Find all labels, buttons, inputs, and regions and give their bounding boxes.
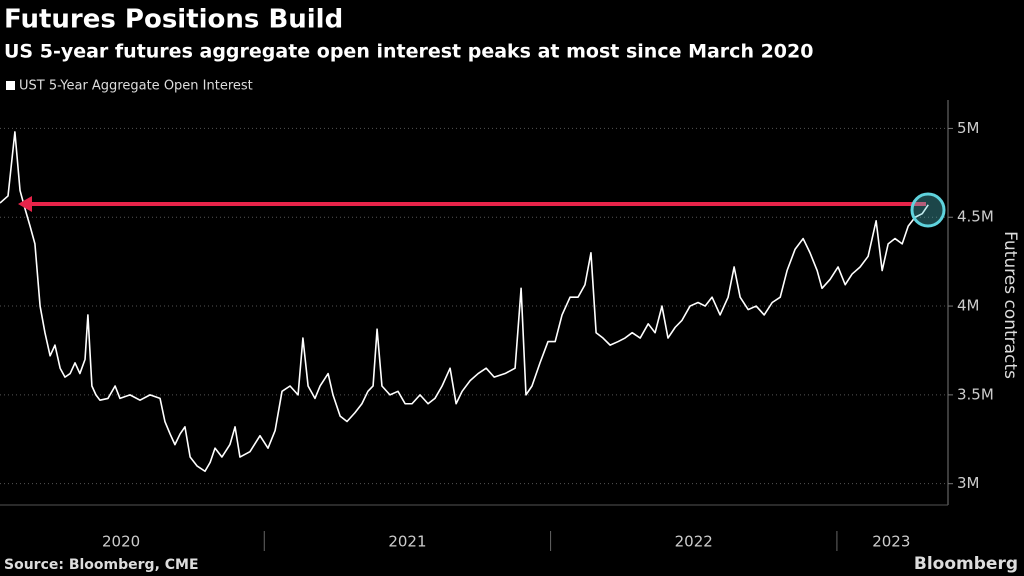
legend-label: UST 5-Year Aggregate Open Interest (19, 79, 253, 94)
annotation-arrowhead (18, 196, 32, 212)
plot-area: 3M 3.5M 4M 4.5M 5M 2020 2021 2022 2023 UST 5-Year… (0, 79, 994, 551)
legend-swatch (6, 81, 15, 90)
x-tick-label: 2021 (388, 533, 426, 551)
y-tick-label: 5M (957, 119, 980, 137)
x-tick-label: 2022 (675, 533, 713, 551)
x-tick-label: 2020 (102, 533, 140, 551)
y-tick-label: 3M (957, 474, 980, 492)
brand-logo: Bloomberg (914, 554, 1018, 574)
source: Source: Bloomberg, CME (4, 557, 199, 573)
chart-title: Futures Positions Build (4, 5, 343, 35)
annotation-circle (910, 192, 946, 228)
y-tick-label: 3.5M (957, 385, 994, 403)
chart-subtitle: US 5-year futures aggregate open interes… (4, 41, 813, 63)
x-tick-label: 2023 (872, 533, 910, 551)
y-tick-label: 4.5M (957, 208, 994, 226)
y-axis-title: Futures contracts (1000, 231, 1020, 379)
y-tick-label: 4M (957, 297, 980, 315)
data-line (0, 131, 929, 473)
